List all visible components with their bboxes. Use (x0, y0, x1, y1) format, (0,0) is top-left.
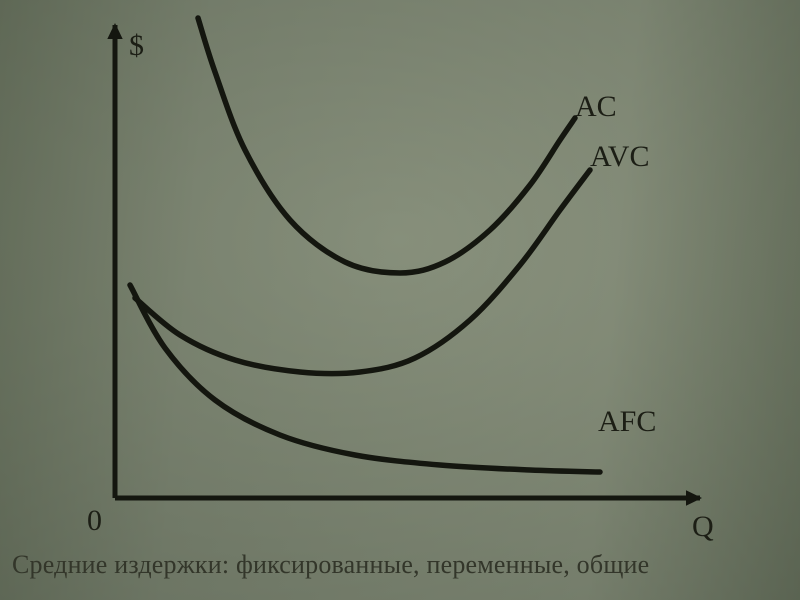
curve-ac (198, 18, 575, 273)
chart-svg (0, 0, 800, 600)
curve-avc (135, 170, 590, 374)
y-axis-arrow (107, 23, 122, 39)
x-axis-arrow (686, 490, 702, 505)
cost-curves-chart: $ Q 0 AC AVC AFC Средние издержки: фикси… (0, 0, 800, 600)
curve-afc (130, 285, 600, 472)
